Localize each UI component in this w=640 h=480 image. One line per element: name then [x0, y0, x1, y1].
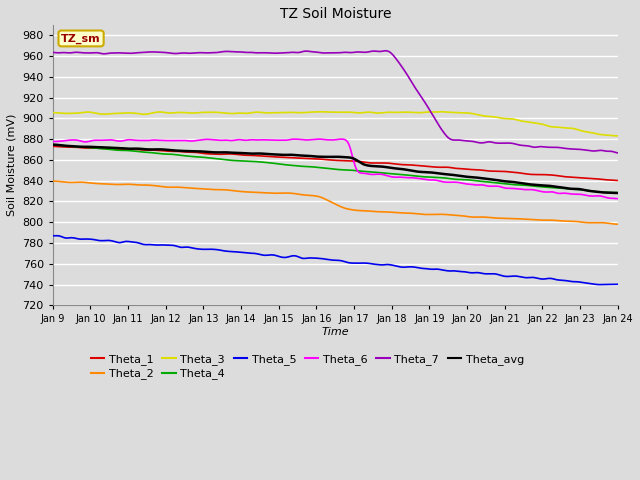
Legend: Theta_1, Theta_2, Theta_3, Theta_4, Theta_5, Theta_6, Theta_7, Theta_avg: Theta_1, Theta_2, Theta_3, Theta_4, Thet… [86, 350, 529, 384]
X-axis label: Time: Time [321, 327, 349, 337]
Text: TZ_sm: TZ_sm [61, 33, 101, 44]
Title: TZ Soil Moisture: TZ Soil Moisture [280, 7, 391, 21]
Y-axis label: Soil Moisture (mV): Soil Moisture (mV) [7, 114, 17, 216]
